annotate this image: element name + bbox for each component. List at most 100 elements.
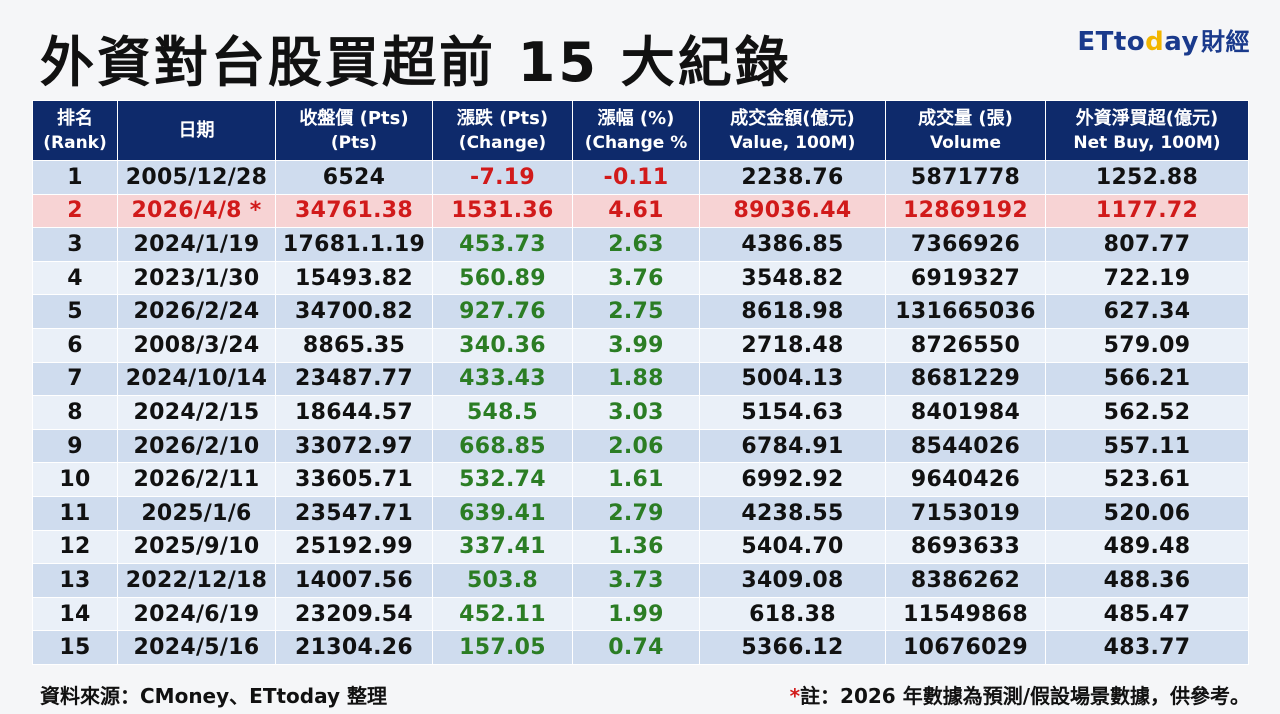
cell-rank: 4 [32, 260, 118, 296]
column-header-main: 收盤價 (Pts) [299, 107, 409, 129]
logo-to: to [1113, 27, 1146, 57]
table-row: 7 2024/10/14 23487.77 433.43 1.88 5004.13 8681… [32, 361, 1249, 397]
ettoday-finance-logo[interactable]: ETtoday財經 [1077, 22, 1250, 57]
cell-rank: 15 [32, 630, 118, 665]
table-row: 6 2008/3/24 8865.35 340.36 3.99 2718.48 872655… [32, 327, 1249, 363]
column-header-sub: Net Buy, 100M) [1073, 132, 1221, 153]
cell-netbuy: 627.34 [1045, 294, 1249, 329]
cell-pct: 0.74 [572, 630, 700, 665]
cell-netbuy: 579.09 [1045, 327, 1249, 363]
cell-change: 532.74 [432, 462, 573, 497]
cell-value: 6992.92 [699, 462, 886, 497]
logo-et: ET [1077, 27, 1114, 57]
logo-finance: 財經 [1201, 28, 1250, 56]
column-header: 漲幅 (%) (Change % [572, 100, 700, 161]
cell-volume: 8681229 [885, 361, 1046, 397]
cell-close: 17681.1.19 [275, 227, 433, 262]
cell-rank: 7 [32, 361, 118, 397]
cell-value: 618.38 [699, 596, 886, 632]
cell-change: 433.43 [432, 361, 573, 397]
cell-rank: 9 [32, 428, 118, 464]
cell-value: 3548.82 [699, 260, 886, 296]
cell-pct: 2.75 [572, 294, 700, 329]
cell-pct: -0.11 [572, 160, 700, 195]
cell-volume: 12869192 [885, 193, 1046, 229]
column-header-sub: (Rank) [43, 132, 107, 153]
logo-ay: ay [1164, 27, 1199, 57]
cell-volume: 8544026 [885, 428, 1046, 464]
column-header-sub: (Pts) [330, 132, 378, 153]
cell-change: 927.76 [432, 294, 573, 329]
cell-pct: 3.99 [572, 327, 700, 363]
cell-volume: 8693633 [885, 529, 1046, 565]
cell-change: 548.5 [432, 395, 573, 430]
cell-pct: 1.61 [572, 462, 700, 497]
cell-netbuy: 485.47 [1045, 596, 1249, 632]
table-row: 5 2026/2/24 34700.82 927.76 2.75 8618.98 13166… [32, 294, 1249, 329]
column-header-sub: Value, 100M) [729, 132, 856, 153]
disclaimer-note: *註：2026 年數據為預測/假設場景數據，供參考。 [790, 680, 1250, 709]
cell-rank: 11 [32, 495, 118, 531]
cell-volume: 8401984 [885, 395, 1046, 430]
cell-date: 2024/10/14 [117, 361, 276, 397]
cell-close: 25192.99 [275, 529, 433, 565]
cell-netbuy: 722.19 [1045, 260, 1249, 296]
table-body: 1 2005/12/28 6524 -7.19 -0.11 2238.76 5871778 1… [32, 160, 1249, 665]
column-header-main: 成交金額(億元) [730, 107, 855, 129]
table-row: 2 2026/4/8 * 34761.38 1531.36 4.61 89036.44 12… [32, 193, 1249, 229]
table-row: 12 2025/9/10 25192.99 337.41 1.36 5404.70 8693… [32, 529, 1249, 565]
cell-close: 34700.82 [275, 294, 433, 329]
column-header-main: 排名 [57, 107, 93, 129]
cell-netbuy: 557.11 [1045, 428, 1249, 464]
cell-date: 2008/3/24 [117, 327, 276, 363]
cell-close: 14007.56 [275, 563, 433, 598]
cell-volume: 7153019 [885, 495, 1046, 531]
records-table: 排名 (Rank) 日期 收盤價 (Pts) (Pts) 漲跌 (Pts) (Change)… [32, 100, 1249, 665]
cell-value: 5154.63 [699, 395, 886, 430]
cell-volume: 7366926 [885, 227, 1046, 262]
cell-change: 639.41 [432, 495, 573, 531]
cell-rank: 10 [32, 462, 118, 497]
cell-date: 2025/9/10 [117, 529, 276, 565]
cell-value: 2238.76 [699, 160, 886, 195]
cell-value: 5366.12 [699, 630, 886, 665]
cell-rank: 6 [32, 327, 118, 363]
cell-netbuy: 520.06 [1045, 495, 1249, 531]
cell-rank: 12 [32, 529, 118, 565]
logo-d: d [1145, 27, 1165, 57]
cell-pct: 2.63 [572, 227, 700, 262]
cell-pct: 1.36 [572, 529, 700, 565]
table-row: 15 2024/5/16 21304.26 157.05 0.74 5366.12 1067… [32, 630, 1249, 665]
cell-rank: 13 [32, 563, 118, 598]
table-header-row: 排名 (Rank) 日期 收盤價 (Pts) (Pts) 漲跌 (Pts) (Change)… [32, 100, 1249, 161]
column-header-sub: (Change) [458, 132, 547, 153]
cell-change: 560.89 [432, 260, 573, 296]
cell-rank: 1 [32, 160, 118, 195]
column-header-main: 成交量 (張) [918, 107, 1013, 129]
cell-value: 89036.44 [699, 193, 886, 229]
cell-close: 6524 [275, 160, 433, 195]
cell-change: 668.85 [432, 428, 573, 464]
cell-netbuy: 1252.88 [1045, 160, 1249, 195]
column-header-main: 外資淨買超(億元) [1075, 107, 1219, 129]
cell-value: 8618.98 [699, 294, 886, 329]
table-row: 3 2024/1/19 17681.1.19 453.73 2.63 4386.85 736… [32, 227, 1249, 262]
column-header-sub: (Change % [584, 132, 688, 153]
cell-volume: 8386262 [885, 563, 1046, 598]
asterisk-mark: * [789, 684, 801, 708]
cell-pct: 1.88 [572, 361, 700, 397]
cell-date: 2024/5/16 [117, 630, 276, 665]
disclaimer-text: 註：2026 年數據為預測/假設場景數據，供參考。 [800, 684, 1250, 708]
cell-value: 3409.08 [699, 563, 886, 598]
cell-pct: 3.03 [572, 395, 700, 430]
cell-close: 21304.26 [275, 630, 433, 665]
cell-pct: 2.06 [572, 428, 700, 464]
column-header: 成交量 (張) Volume [885, 100, 1046, 161]
column-header: 排名 (Rank) [32, 100, 118, 161]
cell-volume: 9640426 [885, 462, 1046, 497]
cell-date: 2026/2/11 [117, 462, 276, 497]
cell-netbuy: 562.52 [1045, 395, 1249, 430]
cell-date: 2025/1/6 [117, 495, 276, 531]
cell-date: 2005/12/28 [117, 160, 276, 195]
cell-date: 2024/2/15 [117, 395, 276, 430]
